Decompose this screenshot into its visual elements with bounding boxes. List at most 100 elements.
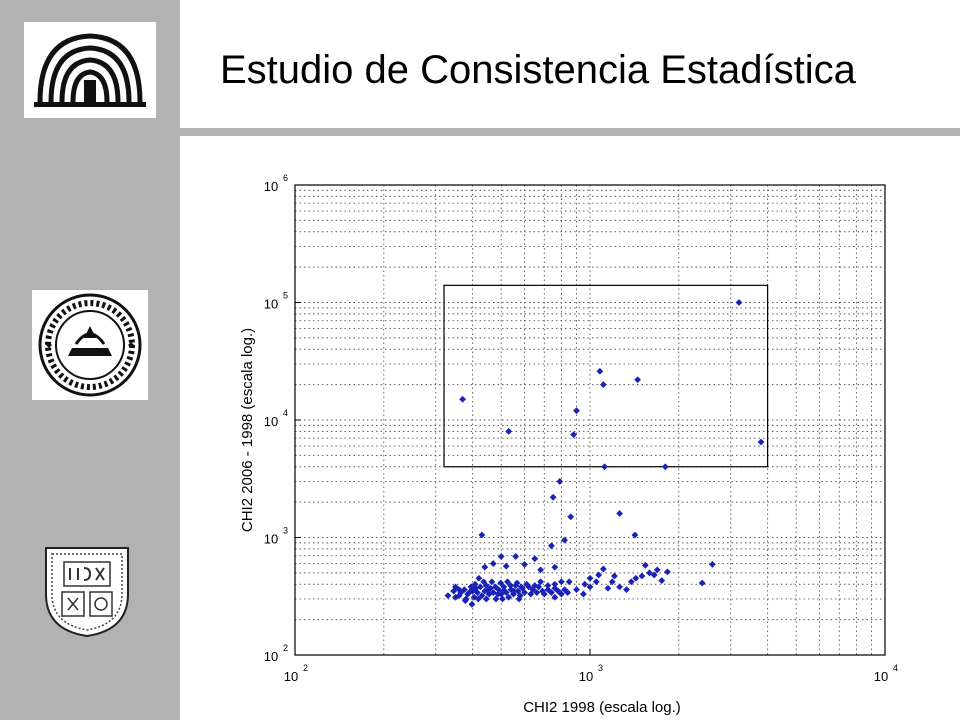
data-point — [537, 578, 544, 586]
data-point — [634, 376, 642, 384]
data-points — [444, 299, 765, 608]
data-point — [521, 589, 528, 596]
x-tick-exponent: 2 — [303, 663, 308, 673]
grid — [295, 185, 885, 655]
y-tick-exponent: 2 — [283, 643, 288, 653]
data-point — [604, 584, 612, 592]
data-point — [599, 381, 607, 389]
ucab-shield — [44, 546, 130, 638]
y-tick-label: 10 — [264, 179, 278, 194]
data-point — [548, 589, 555, 596]
data-point — [470, 593, 478, 601]
data-point — [473, 589, 481, 596]
data-point — [475, 574, 483, 582]
data-point — [549, 493, 557, 501]
data-point — [558, 578, 565, 586]
data-point — [558, 590, 565, 598]
data-point — [564, 589, 572, 596]
data-point — [513, 579, 521, 587]
data-point — [565, 578, 573, 586]
data-point — [735, 299, 743, 306]
ucv-aula-magna-logo — [24, 22, 156, 118]
data-point — [551, 593, 559, 601]
data-point — [459, 395, 467, 403]
data-point — [504, 578, 511, 586]
data-point — [488, 578, 496, 586]
data-point — [601, 463, 608, 471]
data-point — [515, 595, 523, 603]
data-point — [551, 563, 559, 571]
title-divider — [180, 128, 960, 136]
data-point — [478, 531, 486, 539]
data-point — [444, 592, 452, 600]
data-point — [484, 586, 492, 594]
data-point — [502, 562, 510, 570]
data-point — [466, 588, 474, 596]
data-point — [551, 580, 559, 588]
x-tick-exponent: 4 — [893, 663, 898, 673]
y-tick-exponent: 5 — [283, 291, 288, 301]
x-tick-label: 10 — [284, 669, 298, 684]
data-point — [505, 593, 513, 601]
y-tick-label: 10 — [264, 297, 278, 312]
data-point — [521, 561, 528, 568]
data-point — [500, 586, 508, 594]
data-point — [627, 578, 635, 586]
data-point — [531, 582, 539, 589]
data-point — [497, 579, 505, 587]
axis-ticks: 10 2 10 3 10 4 10 2 10 3 10 4 10 5 10 6 — [264, 173, 898, 684]
data-point — [608, 578, 616, 586]
data-point — [507, 582, 514, 589]
y-tick-exponent: 4 — [283, 408, 288, 418]
data-point — [757, 438, 765, 446]
data-point — [489, 560, 497, 567]
slide-title: Estudio de Consistencia Estadística — [220, 48, 856, 92]
data-point — [586, 574, 594, 582]
data-point — [709, 561, 716, 568]
data-point — [478, 592, 486, 600]
universidad-central-seal — [32, 290, 148, 400]
data-point — [544, 582, 552, 589]
x-tick-exponent: 3 — [598, 663, 603, 673]
data-point — [567, 513, 575, 521]
data-point — [573, 407, 580, 415]
data-point — [452, 593, 459, 601]
y-tick-label: 10 — [264, 649, 278, 664]
chart-canvas: 10 2 10 3 10 4 10 2 10 3 10 4 10 5 10 6 CHI2 1998 (esca… — [230, 160, 930, 720]
y-axis-label: CHI2 2006 - 1998 (escala log.) — [239, 328, 256, 532]
data-point — [505, 427, 513, 435]
x-axis-label: CHI2 1998 (escala log.) — [523, 699, 681, 716]
data-point — [523, 580, 531, 588]
x-tick-label: 10 — [874, 669, 888, 684]
data-point — [623, 586, 630, 594]
data-point — [481, 563, 489, 571]
data-point — [494, 590, 502, 598]
data-point — [561, 536, 568, 544]
data-point — [533, 589, 541, 596]
data-point — [512, 553, 520, 560]
data-point — [632, 574, 640, 582]
data-point — [664, 568, 671, 576]
data-point — [514, 587, 522, 595]
data-point — [554, 587, 562, 595]
data-point — [592, 578, 600, 586]
data-point — [570, 431, 578, 439]
data-point — [471, 580, 479, 588]
data-point — [548, 542, 555, 550]
scatter-chart: 10 2 10 3 10 4 10 2 10 3 10 4 10 5 10 6 CHI2 1998 (esca… — [230, 160, 930, 720]
data-point — [497, 553, 505, 560]
y-tick-exponent: 6 — [283, 173, 288, 183]
y-tick-label: 10 — [264, 532, 278, 547]
data-point — [616, 510, 624, 517]
data-point — [638, 572, 646, 580]
x-tick-label: 10 — [579, 669, 593, 684]
y-tick-exponent: 3 — [283, 526, 288, 536]
data-point — [461, 597, 469, 605]
y-tick-label: 10 — [264, 414, 278, 429]
data-point — [580, 590, 587, 598]
data-point — [531, 555, 539, 563]
data-point — [537, 566, 544, 574]
data-point — [631, 531, 639, 539]
data-point — [474, 595, 482, 603]
data-point — [596, 367, 604, 375]
